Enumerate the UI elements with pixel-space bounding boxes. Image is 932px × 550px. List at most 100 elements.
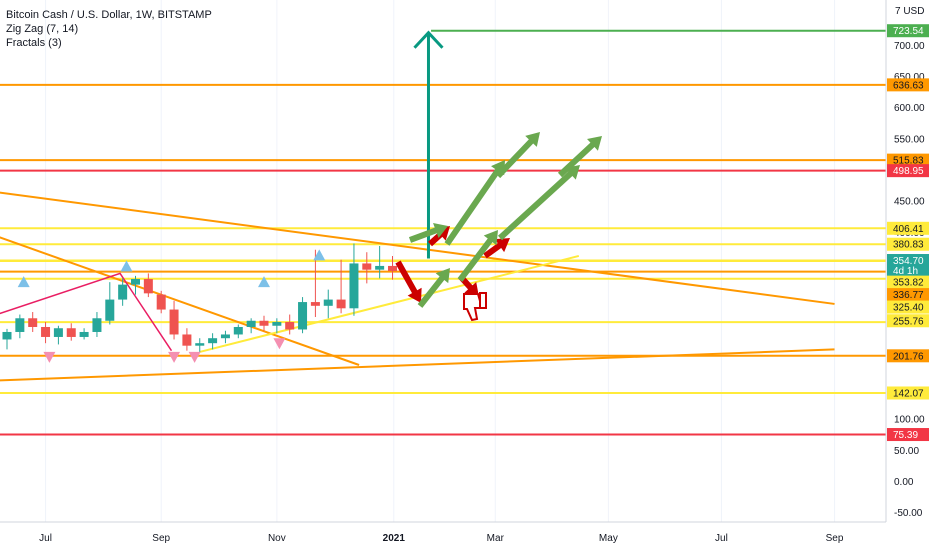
candle-body[interactable] <box>182 334 192 346</box>
price-badge: 515.83 <box>887 153 929 167</box>
price-badge-bg <box>887 314 929 328</box>
symbol-title[interactable]: Bitcoin Cash / U.S. Dollar, 1W, BITSTAMP <box>6 9 212 21</box>
candle-body[interactable] <box>41 326 51 337</box>
fractal-down-triangle <box>273 338 286 350</box>
price-badge-label: 201.76 <box>893 351 924 362</box>
price-tick-label: 0.00 <box>894 477 914 488</box>
candle-body[interactable] <box>259 320 269 326</box>
candle-body[interactable] <box>28 318 38 327</box>
price-badge-label: 380.83 <box>893 240 924 251</box>
price-badge: 255.76 <box>887 314 929 328</box>
price-badge-bg <box>887 78 929 92</box>
green-arrow-up <box>444 160 505 246</box>
indicator-fractals[interactable]: Fractals (3) <box>6 37 62 49</box>
trendline-2[interactable] <box>0 348 835 382</box>
trendline-0[interactable] <box>0 191 835 305</box>
fractal-down-triangle <box>168 351 181 363</box>
plot-area[interactable] <box>0 0 886 522</box>
candle-body[interactable] <box>92 318 102 332</box>
price-badge-label: 406.41 <box>893 224 924 235</box>
time-axis[interactable]: Jul Sep Nov 2021 Mar May Jul Sep <box>39 533 844 544</box>
candle-body[interactable] <box>285 322 295 330</box>
price-badge-label: 353.82 <box>893 278 924 289</box>
price-badge-bg <box>887 237 929 251</box>
price-badge-label: 354.70 <box>893 256 924 267</box>
price-badge-bg <box>887 254 929 268</box>
candle-body[interactable] <box>143 279 153 294</box>
candle-body[interactable] <box>105 299 115 321</box>
drawing-layer <box>395 30 602 322</box>
candle-body[interactable] <box>298 302 308 330</box>
price-tick-label: -50.00 <box>894 508 923 519</box>
price-badge: 723.54 <box>887 24 929 38</box>
fractal-up-triangle <box>17 276 30 288</box>
red-arrow-down <box>395 260 422 303</box>
price-badge: 353.82 <box>887 275 929 289</box>
candle-body[interactable] <box>272 322 282 326</box>
chart-legend[interactable]: Bitcoin Cash / U.S. Dollar, 1W, BITSTAMP… <box>6 8 212 50</box>
price-tick-label: 600.00 <box>894 103 925 114</box>
candle-body[interactable] <box>220 334 230 339</box>
candle-body[interactable] <box>118 284 128 300</box>
fractal-up-triangle <box>313 249 326 261</box>
price-badge-label: 75.39 <box>893 430 918 441</box>
trendline-3[interactable] <box>199 254 580 353</box>
thumbs-down-cuff <box>479 292 487 309</box>
candle-body[interactable] <box>169 309 179 335</box>
price-tick-label: 100.00 <box>894 415 925 426</box>
rocket-icon <box>557 136 602 178</box>
price-badge: 336.77 <box>887 288 929 302</box>
time-tick-label: Jul <box>715 533 728 544</box>
candle-body[interactable] <box>66 328 76 337</box>
candle-body[interactable] <box>15 318 25 332</box>
price-axis[interactable]: -50.000.0050.00100.00400.00450.00550.006… <box>894 41 925 519</box>
red-arrow-right <box>483 238 510 259</box>
candle-body[interactable] <box>208 338 218 344</box>
candle-body[interactable] <box>79 331 89 337</box>
candle-body[interactable] <box>362 263 372 270</box>
thumbs-down-icon <box>463 292 487 322</box>
zigzag-line <box>0 272 173 352</box>
price-badge-label: 515.83 <box>893 156 924 167</box>
candle-body[interactable] <box>233 326 243 335</box>
candle-body[interactable] <box>336 299 346 309</box>
price-badge-bg <box>887 349 929 363</box>
price-badge-bg <box>887 153 929 167</box>
candle-body[interactable] <box>53 328 63 337</box>
price-badge-label: 325.40 <box>893 303 924 314</box>
candle-body[interactable] <box>246 320 256 327</box>
candle-body[interactable] <box>323 299 333 306</box>
target-arrow-head <box>413 30 444 49</box>
time-tick-label: Sep <box>826 533 844 544</box>
price-badge-bg <box>887 428 929 442</box>
candle-body[interactable] <box>131 279 140 285</box>
price-tick-label: 50.00 <box>894 446 919 457</box>
indicator-zigzag[interactable]: Zig Zag (7, 14) <box>6 23 79 35</box>
price-badge-label: 142.07 <box>893 388 924 399</box>
green-arrow-up <box>457 230 498 282</box>
price-badge-label: 4d 1h <box>893 266 918 277</box>
candle-body[interactable] <box>2 331 12 340</box>
time-tick-label: Sep <box>152 533 170 544</box>
price-badge: 498.95 <box>887 164 929 178</box>
price-badge-bg <box>887 164 929 178</box>
price-badge: 142.07 <box>887 386 929 400</box>
trendline-1[interactable] <box>0 235 360 366</box>
green-arrow-up <box>408 222 448 243</box>
candle-body[interactable] <box>310 302 320 306</box>
candle-body[interactable] <box>349 263 359 309</box>
candle-body[interactable] <box>195 343 205 346</box>
time-tick-label: May <box>599 533 618 544</box>
price-badge-label: 336.77 <box>893 290 924 301</box>
fractal-down-triangle <box>188 351 201 363</box>
time-tick-label: Nov <box>268 533 286 544</box>
price-tick-label: 450.00 <box>894 197 925 208</box>
time-tick-label: 2021 <box>383 533 406 544</box>
candle-body[interactable] <box>375 265 385 270</box>
candle-body[interactable] <box>156 294 166 310</box>
price-badge-bg <box>887 275 929 289</box>
rocket-icon <box>495 132 540 179</box>
candle-body[interactable] <box>388 265 397 271</box>
price-badge: 636.63 <box>887 78 929 92</box>
